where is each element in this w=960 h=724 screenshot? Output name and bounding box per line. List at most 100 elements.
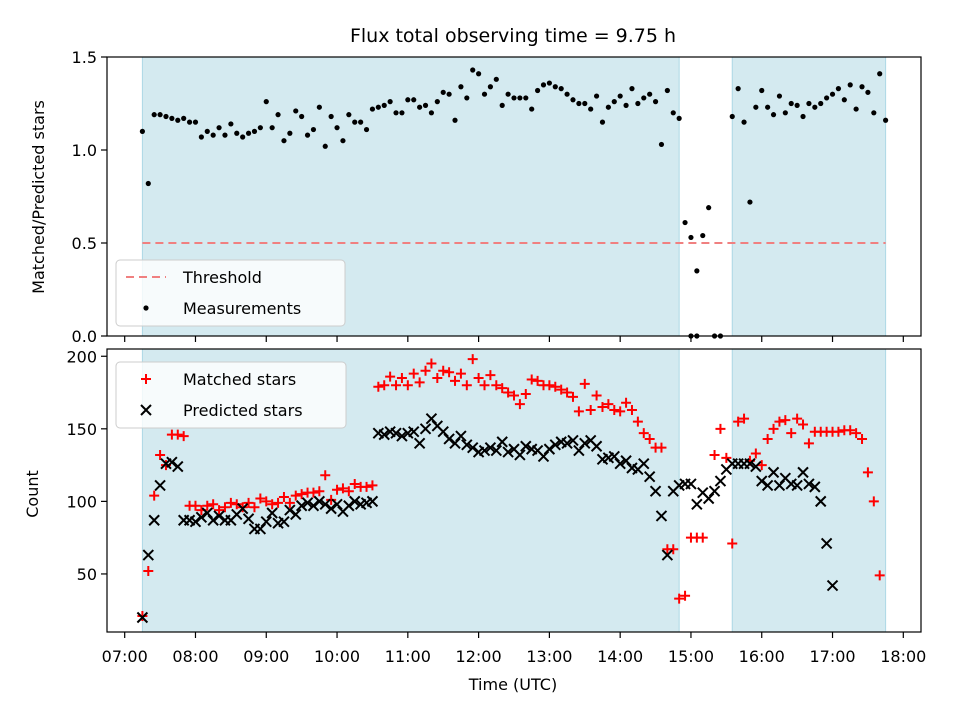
matched-star-point — [402, 380, 413, 391]
measurement-point — [169, 115, 175, 121]
matched-star-point — [426, 358, 437, 369]
x-tick-label: 18:00 — [880, 647, 926, 666]
measurement-point — [458, 84, 464, 90]
measurement-point — [405, 97, 411, 103]
measurement-point — [676, 115, 682, 121]
measurement-point — [499, 102, 505, 108]
measurement-point — [759, 87, 765, 94]
matched-star-point — [349, 478, 360, 489]
matched-star-point — [320, 470, 331, 481]
matched-star-point — [208, 499, 219, 510]
matched-star-point — [314, 486, 325, 497]
legend-predicted-label: Predicted stars — [183, 401, 303, 420]
measurement-point — [847, 82, 853, 88]
matched-star-point — [874, 570, 885, 581]
predicted-star-point — [461, 439, 473, 451]
measurement-point — [470, 67, 476, 73]
matched-star-point — [786, 428, 797, 439]
measurement-point — [800, 113, 806, 120]
measurement-point — [163, 113, 169, 120]
predicted-star-point — [744, 457, 756, 470]
matched-star-point — [444, 367, 455, 378]
matched-star-point — [237, 502, 248, 513]
x-tick-label: 17:00 — [809, 647, 855, 666]
measurement-point — [275, 112, 281, 118]
measurement-point — [664, 87, 670, 94]
measurement-point — [210, 132, 216, 138]
measurement-point — [859, 84, 865, 90]
measurement-point — [617, 93, 623, 99]
matched-star-point — [497, 383, 508, 394]
matched-star-point — [278, 492, 289, 503]
matched-star-point — [774, 416, 785, 427]
matched-star-point — [373, 381, 384, 392]
predicted-star-point — [691, 498, 703, 510]
predicted-star-point — [260, 515, 272, 528]
measurement-point — [812, 104, 818, 110]
predicted-star-point — [443, 433, 455, 445]
measurement-point — [340, 138, 346, 144]
matched-star-point — [715, 423, 726, 434]
measurement-point — [782, 110, 788, 116]
matched-star-point — [862, 467, 873, 478]
measurement-point — [299, 113, 305, 120]
matched-star-point — [727, 538, 738, 549]
predicted-star-point — [661, 549, 674, 561]
measurement-point — [511, 95, 517, 101]
matched-star-point — [780, 415, 791, 426]
measurement-point — [505, 91, 511, 97]
measurement-point — [387, 99, 393, 105]
measurement-point — [877, 71, 883, 77]
predicted-star-point — [561, 437, 573, 450]
bottom-y-tick-label: 200 — [66, 347, 97, 366]
predicted-star-point — [490, 444, 503, 457]
matched-star-point — [337, 483, 348, 494]
matched-star-point — [556, 384, 567, 395]
matched-star-point — [273, 497, 284, 508]
measurement-point — [411, 97, 417, 103]
matched-star-point — [585, 404, 596, 415]
matched-star-point — [562, 387, 573, 398]
matched-star-point — [432, 373, 443, 384]
measurement-point — [251, 128, 258, 134]
matched-star-point — [219, 502, 230, 513]
measurement-point — [263, 99, 269, 105]
measurement-point — [711, 333, 718, 339]
matched-star-point — [626, 404, 637, 415]
matched-star-point — [326, 494, 337, 505]
measurement-point — [871, 110, 877, 116]
matched-star-point — [214, 505, 225, 516]
predicted-star-point — [419, 423, 432, 435]
measurement-point — [593, 93, 600, 99]
predicted-star-point — [502, 446, 514, 458]
matched-star-point — [721, 452, 732, 463]
measurement-point — [729, 113, 735, 120]
x-tick-label: 14:00 — [597, 647, 643, 666]
measurement-point — [765, 104, 771, 110]
predicted-star-point — [343, 500, 355, 512]
measurement-point — [487, 84, 494, 90]
matched-star-point — [638, 428, 649, 439]
predicted-star-point — [148, 514, 160, 526]
predicted-star-point — [266, 507, 278, 519]
matched-star-point — [249, 502, 260, 513]
chart-title: Flux total observing time = 9.75 h — [350, 25, 676, 47]
measurement-point — [393, 110, 399, 116]
measurement-point — [216, 125, 222, 131]
predicted-star-point — [815, 495, 827, 508]
predicted-star-point — [756, 475, 768, 487]
matched-star-point — [573, 406, 584, 417]
predicted-star-point — [349, 495, 361, 508]
measurement-point — [417, 104, 423, 110]
predicted-star-point — [655, 510, 668, 522]
predicted-star-point — [820, 537, 833, 550]
predicted-star-point — [189, 515, 202, 528]
measurement-point — [517, 95, 523, 101]
measurement-point — [735, 86, 741, 92]
matched-star-point — [668, 544, 679, 555]
measurement-point — [835, 86, 842, 92]
top-legend-box — [115, 259, 346, 327]
legend-matched-label: Matched stars — [183, 370, 296, 389]
measurement-point — [794, 102, 800, 108]
